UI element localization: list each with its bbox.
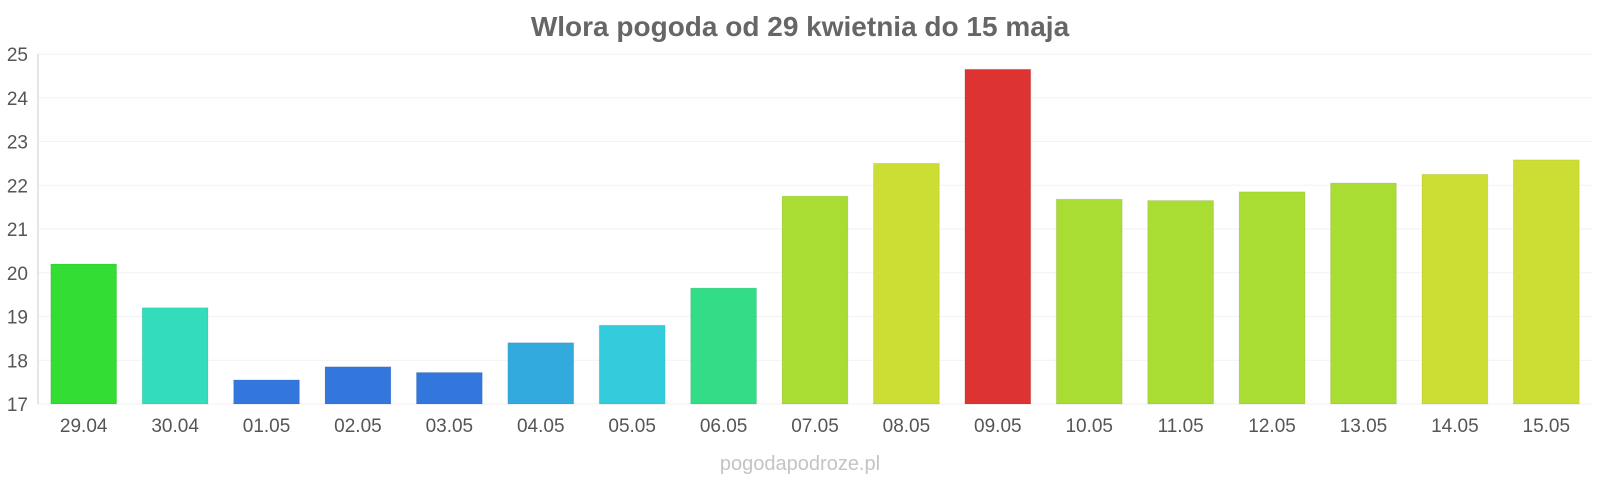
x-tick-label: 13.05 [1340,416,1388,437]
x-tick-label: 10.05 [1065,416,1113,437]
x-tick-label: 08.05 [883,416,931,437]
bar-12.05 [1238,191,1306,405]
y-tick-label: 22 [7,176,28,197]
y-tick-label: 21 [7,220,28,241]
bar-03.05 [415,372,483,405]
x-tick-label: 14.05 [1431,416,1479,437]
y-tick-label: 24 [7,89,29,110]
x-tick-label: 15.05 [1523,416,1571,437]
x-axis-ticks: 29.04 30.04 01.05 02.05 03.05 04.05 05.05 06.05… [60,416,1570,437]
bar-01.05 [233,379,300,405]
y-tick-label: 23 [7,133,28,154]
x-tick-label: 01.05 [243,416,291,437]
chart-title: Wlora pogoda od 29 kwietnia do 15 maja [531,11,1070,42]
bar-05.05 [598,324,666,405]
bar-29.04 [50,263,118,405]
x-tick-label: 30.04 [151,416,199,437]
y-tick-label: 19 [7,308,28,329]
x-tick-label: 29.04 [60,416,108,437]
bars [50,68,1580,405]
bar-13.05 [1330,182,1397,405]
watermark: pogodapodroze.pl [720,453,880,475]
x-tick-label: 11.05 [1158,416,1204,437]
y-tick-label: 17 [7,395,28,416]
bar-11.05 [1147,200,1215,405]
bar-02.05 [324,366,392,405]
x-tick-label: 03.05 [426,416,474,437]
bar-08.05 [873,162,940,405]
x-tick-label: 12.05 [1248,416,1296,437]
y-tick-label: 20 [7,264,28,285]
y-axis-ticks: 17 18 19 20 21 22 23 24 25 [7,45,29,416]
x-tick-label: 04.05 [517,416,565,437]
x-tick-label: 07.05 [791,416,839,437]
bar-14.05 [1421,173,1489,405]
x-tick-label: 09.05 [974,416,1022,437]
bar-10.05 [1055,198,1123,405]
bar-04.05 [507,342,575,405]
x-tick-label: 05.05 [608,416,656,437]
bar-30.04 [141,307,209,405]
bar-15.05 [1512,159,1580,405]
bar-07.05 [781,195,849,405]
y-tick-label: 18 [7,351,28,372]
bar-06.05 [690,287,757,405]
x-tick-label: 02.05 [334,416,382,437]
x-tick-label: 06.05 [700,416,748,437]
bar-09.05 [964,68,1032,405]
y-tick-label: 25 [7,45,28,66]
